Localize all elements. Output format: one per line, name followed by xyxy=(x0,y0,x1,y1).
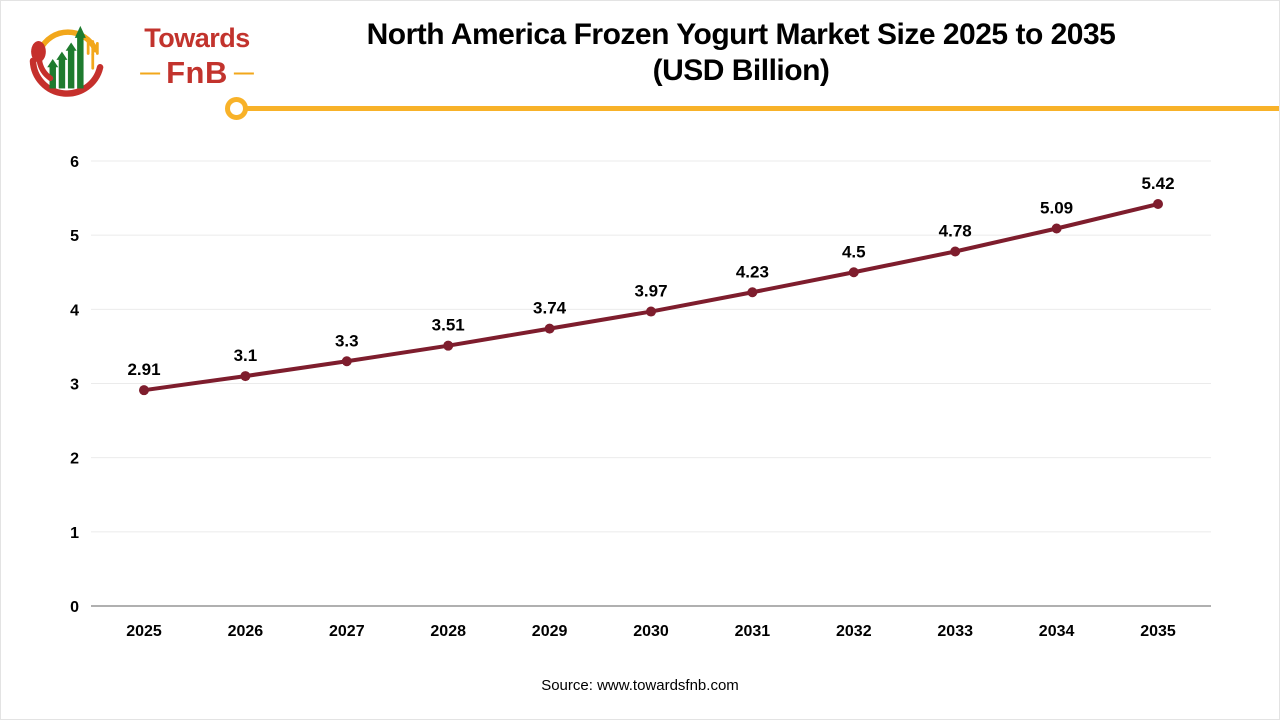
brand-name-towards: Towards xyxy=(144,23,250,53)
towardsfnb-logo: Towards — FnB — xyxy=(21,13,321,105)
brand-name-fnb: FnB xyxy=(166,55,228,90)
y-tick-label: 6 xyxy=(70,154,79,171)
x-tick-label: 2032 xyxy=(836,623,872,640)
x-tick-label: 2035 xyxy=(1140,623,1176,640)
data-point-label: 3.3 xyxy=(335,331,359,350)
page-title: North America Frozen Yogurt Market Size … xyxy=(203,17,1279,89)
y-tick-label: 0 xyxy=(70,599,79,616)
data-point-label: 4.23 xyxy=(736,262,769,281)
data-point-label: 4.78 xyxy=(939,221,972,240)
brand-dash-right: — xyxy=(233,62,254,84)
brand-dash-left: — xyxy=(140,62,161,84)
accent-divider-line xyxy=(246,106,1279,111)
x-tick-label: 2033 xyxy=(937,623,973,640)
y-tick-label: 5 xyxy=(70,228,79,245)
data-point-marker xyxy=(950,246,961,257)
data-point-label: 4.5 xyxy=(842,242,866,261)
page-title-line1: North America Frozen Yogurt Market Size … xyxy=(366,18,1116,51)
x-tick-label: 2029 xyxy=(532,623,568,640)
data-point-marker xyxy=(544,323,555,334)
accent-divider-ring-icon xyxy=(225,97,248,120)
y-tick-label: 4 xyxy=(70,302,79,319)
x-tick-label: 2034 xyxy=(1039,623,1075,640)
data-point-label: 5.09 xyxy=(1040,198,1073,217)
x-tick-label: 2025 xyxy=(126,623,162,640)
y-tick-label: 3 xyxy=(70,377,79,394)
data-point-label: 3.74 xyxy=(533,299,567,318)
data-point-marker xyxy=(240,371,251,382)
data-point-label: 2.91 xyxy=(127,360,160,379)
source-text: Source: www.towardsfnb.com xyxy=(541,677,739,694)
line-chart: 0 1 2 3 4 5 6 2025 2026 2027 2028 2029 2030 2031 2032 2… xyxy=(70,154,1211,640)
x-tick-label: 2030 xyxy=(633,623,669,640)
data-point-marker xyxy=(747,287,758,298)
data-point-marker xyxy=(139,385,149,396)
brand-text: Towards — FnB — xyxy=(117,23,277,91)
data-point-marker xyxy=(1153,199,1163,210)
towardsfnb-logo-icon xyxy=(29,25,104,97)
x-tick-label: 2028 xyxy=(430,623,466,640)
data-point-marker xyxy=(1051,223,1062,234)
data-point-marker xyxy=(848,267,859,278)
y-tick-label: 2 xyxy=(70,451,79,468)
y-tick-label: 1 xyxy=(70,525,79,542)
data-point-label: 5.42 xyxy=(1141,174,1174,193)
x-tick-label: 2027 xyxy=(329,623,365,640)
data-point-marker xyxy=(341,356,352,367)
brand-name-fnb-row: — FnB — xyxy=(117,55,277,91)
data-point-label: 3.51 xyxy=(432,316,465,335)
x-tick-label: 2031 xyxy=(735,623,771,640)
data-point-marker xyxy=(443,340,454,351)
page-title-line2: (USD Billion) xyxy=(652,54,830,87)
data-point-label: 3.1 xyxy=(234,346,258,365)
data-point-marker xyxy=(646,306,656,317)
data-point-label: 3.97 xyxy=(634,282,667,301)
x-tick-label: 2026 xyxy=(228,623,264,640)
